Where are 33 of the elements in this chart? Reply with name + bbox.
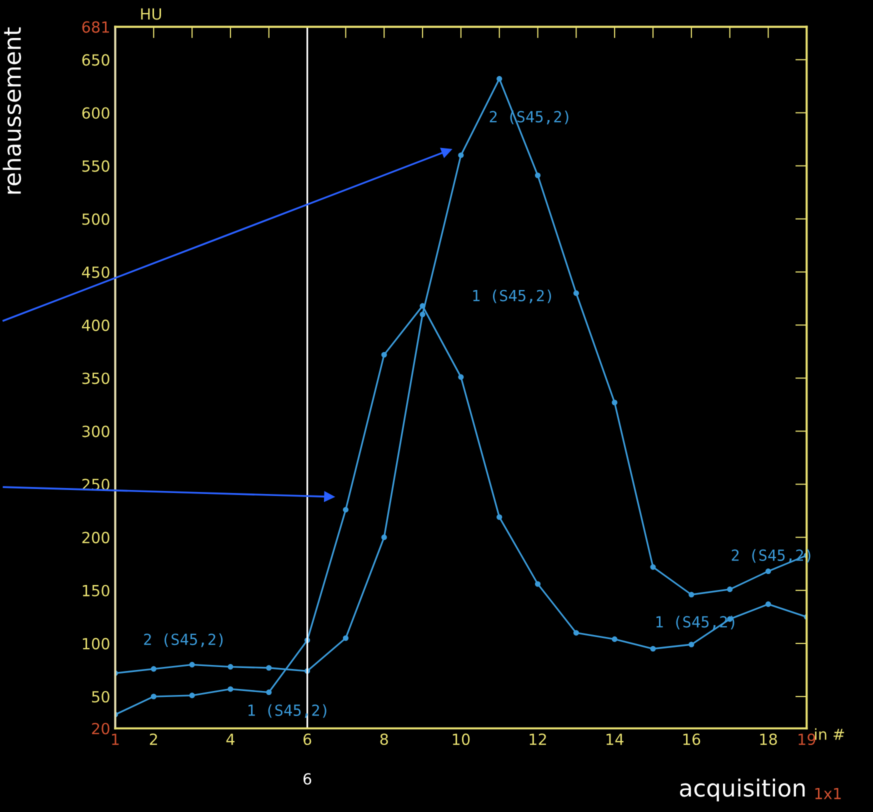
ref-line-label: 6 (304, 773, 312, 785)
x-tick-label: 12 (530, 733, 546, 745)
y-tick-label: 681 (82, 21, 109, 33)
text: 1x1 (815, 788, 841, 800)
y-tick-label: 450 (82, 266, 110, 278)
x-tick-label: 16 (683, 733, 700, 746)
y-tick-label: 400 (82, 320, 110, 332)
x-tick-label: 6 (304, 733, 312, 746)
x-tick-label: 8 (380, 733, 388, 746)
x-tick-label: 2 (150, 733, 157, 745)
y-tick-label: 550 (82, 160, 110, 172)
y-tick-label: 50 (92, 690, 110, 703)
annotation: 1 (S45,2) (473, 290, 552, 304)
y-tick-label: 20 (92, 722, 110, 734)
y-tick-label: 650 (82, 54, 110, 66)
x-tick-label: 1 (112, 734, 119, 745)
y-tick-label: 200 (82, 532, 110, 544)
x-tick-label: 4 (226, 734, 234, 745)
y-tick-label: 100 (82, 638, 110, 650)
y-axis-title: rehaussement (2, 27, 22, 194)
y-tick-label: 500 (82, 213, 110, 225)
y-tick-label: 600 (82, 107, 110, 119)
annotation: 2 (S45,2) (144, 633, 223, 648)
text: HU (141, 8, 162, 20)
y-tick-label: 350 (82, 372, 110, 384)
x-tick-label: 18 (760, 733, 777, 746)
x-tick-label: 14 (606, 734, 624, 745)
x-tick-label: 10 (452, 733, 470, 746)
text: in # (815, 728, 844, 740)
y-tick-label: 150 (82, 584, 110, 596)
x-tick-label: 19 (798, 733, 816, 746)
x-axis-title: acquisition (680, 778, 805, 802)
y-tick-label: 300 (82, 426, 110, 438)
